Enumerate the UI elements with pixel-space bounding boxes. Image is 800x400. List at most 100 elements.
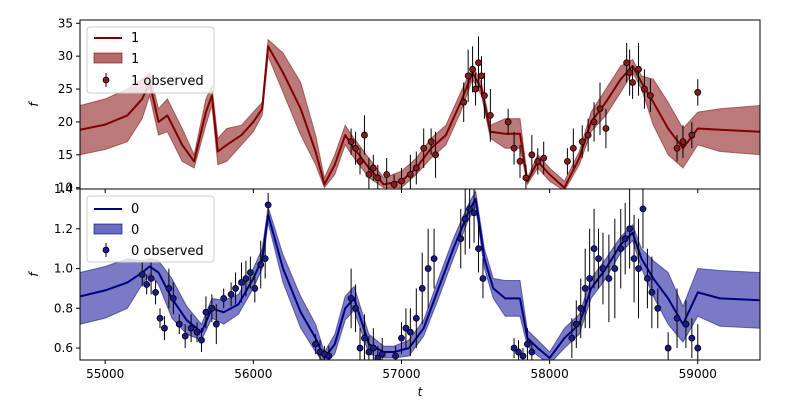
y-tick-label: 35 <box>58 16 73 30</box>
y-tick-label: 0.6 <box>54 341 73 355</box>
data-point <box>540 154 548 162</box>
data-point <box>524 340 531 348</box>
band-area-0 <box>80 189 760 360</box>
data-point <box>464 72 472 80</box>
bottom-legend-marker-swatch <box>102 246 110 254</box>
data-point <box>156 314 164 322</box>
y-tick-label: 30 <box>58 49 73 63</box>
data-point <box>246 269 254 276</box>
data-point <box>602 125 610 132</box>
top-y-axis-label: f <box>27 101 41 107</box>
bottom-legend-box <box>86 195 215 263</box>
bottom-legend-line-label: 0 <box>131 202 139 217</box>
data-point <box>365 171 373 178</box>
x-tick-label: 58000 <box>531 367 569 381</box>
data-point <box>470 209 478 217</box>
data-point <box>564 157 571 165</box>
observed-points-1 <box>347 36 702 189</box>
data-point <box>242 275 250 282</box>
data-point <box>365 348 373 356</box>
data-point <box>392 352 399 360</box>
mean-line-0 <box>80 197 760 359</box>
data-point <box>635 65 642 73</box>
y-tick-label: 10 <box>58 181 73 195</box>
band-area-1 <box>80 38 760 189</box>
data-point <box>694 88 702 96</box>
data-point <box>187 324 195 332</box>
data-point <box>568 334 576 342</box>
y-tick-label: 1.2 <box>54 222 73 236</box>
data-point <box>406 328 414 336</box>
data-point <box>418 285 426 292</box>
data-point <box>138 271 146 278</box>
confidence-band-1 <box>80 38 760 189</box>
bottom-legend: 0 0 0 observed <box>86 195 215 263</box>
data-point <box>479 275 487 282</box>
data-point <box>257 261 265 268</box>
data-point <box>673 144 681 152</box>
data-point <box>325 352 333 360</box>
data-point <box>528 151 536 159</box>
data-point <box>516 157 524 165</box>
top-x-ticks <box>104 189 699 193</box>
y-tick-label: 20 <box>58 115 73 129</box>
data-point <box>644 275 651 282</box>
x-tick-label: 57000 <box>382 367 420 381</box>
x-tick-label: 59000 <box>679 367 717 381</box>
data-point <box>202 308 210 316</box>
data-point <box>611 265 619 272</box>
data-point <box>352 144 359 152</box>
data-point <box>626 69 634 77</box>
data-point <box>519 352 527 360</box>
data-point <box>198 336 205 344</box>
top-y-ticks: 10 15 20 25 30 35 <box>58 16 80 195</box>
data-point <box>641 85 648 93</box>
data-point <box>599 265 607 272</box>
data-point <box>486 111 494 119</box>
data-point <box>515 348 522 356</box>
data-point <box>626 225 634 233</box>
mean-path-0 <box>80 197 760 359</box>
data-point <box>654 304 662 312</box>
data-point <box>578 138 586 146</box>
data-point <box>460 98 468 106</box>
data-point <box>361 131 368 139</box>
data-point <box>147 275 155 282</box>
data-point <box>181 332 189 340</box>
top-legend-observed-label: 1 observed <box>131 74 204 89</box>
data-point <box>586 275 594 282</box>
data-point <box>212 320 220 328</box>
data-point <box>347 138 355 146</box>
data-point <box>347 294 355 302</box>
data-point <box>361 334 368 342</box>
data-point <box>220 294 228 302</box>
data-point <box>420 144 428 152</box>
data-point <box>427 138 435 146</box>
data-point <box>369 164 377 172</box>
data-point <box>679 138 687 146</box>
data-point <box>469 65 476 73</box>
data-point <box>472 85 479 93</box>
x-tick-label: 56000 <box>234 367 272 381</box>
data-point <box>648 288 656 296</box>
data-point <box>605 275 613 282</box>
data-point <box>143 281 151 288</box>
data-point <box>646 92 654 100</box>
top-legend-marker-swatch <box>102 76 110 84</box>
data-point <box>374 354 382 360</box>
data-point <box>673 314 681 322</box>
top-legend: 1 1 1 observed <box>86 26 215 94</box>
data-point <box>682 320 690 328</box>
data-point <box>572 320 580 328</box>
bottom-x-ticks: 55000 56000 57000 58000 59000 <box>86 360 717 381</box>
data-point <box>590 245 598 253</box>
data-point <box>510 344 518 352</box>
y-tick-label: 25 <box>58 82 73 96</box>
data-point <box>481 92 488 100</box>
y-tick-label: 1.4 <box>54 182 73 196</box>
bottom-y-ticks: 0.6 0.8 1.0 1.2 1.4 <box>54 182 80 355</box>
data-point <box>261 255 269 262</box>
top-legend-band-label: 1 <box>131 52 139 67</box>
data-point <box>621 235 629 243</box>
